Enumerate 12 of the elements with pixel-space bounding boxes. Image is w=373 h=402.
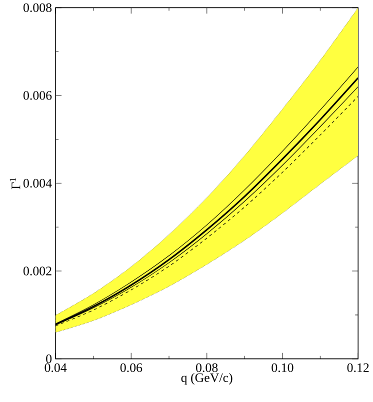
x-tick-label: 0.12 <box>347 363 369 372</box>
y-tick-label: 0.004 <box>23 178 52 188</box>
y-axis-title: Γ$^{1}$ <box>10 178 20 190</box>
x-tick-label: 0.04 <box>44 363 67 372</box>
y-tick-label: 0.002 <box>23 266 52 276</box>
x-tick-label: 0.08 <box>196 363 218 372</box>
y-tick-label: 0 <box>46 354 52 364</box>
y-tick-label: 0.008 <box>23 3 52 12</box>
x-tick-label: 0.10 <box>272 363 294 372</box>
x-tick-label: 0.06 <box>120 363 142 372</box>
x-axis-title: q (GeV/c) <box>181 372 232 385</box>
y-tick-label: 0.006 <box>23 91 52 100</box>
